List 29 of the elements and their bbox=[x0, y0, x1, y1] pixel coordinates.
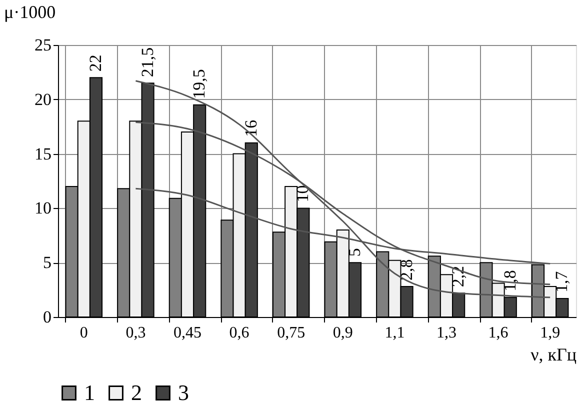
data-label: 19,5 bbox=[190, 69, 209, 99]
y-tick-label: 15 bbox=[34, 144, 52, 164]
x-tick-label: 0,9 bbox=[332, 324, 353, 342]
legend-label: 1 bbox=[84, 380, 95, 405]
y-tick-label: 20 bbox=[34, 90, 52, 109]
legend-label: 2 bbox=[131, 380, 142, 405]
data-label: 2,8 bbox=[396, 259, 416, 281]
x-tick-label: 1,3 bbox=[436, 324, 456, 342]
y-axis-title: μ·1000 bbox=[4, 2, 56, 22]
data-label: 22 bbox=[86, 54, 105, 72]
legend-label: 3 bbox=[178, 380, 189, 405]
data-label: 21,5 bbox=[138, 47, 157, 78]
y-tick-label: 5 bbox=[43, 253, 52, 272]
x-tick-label: 0,3 bbox=[126, 324, 146, 342]
y-tick-label: 10 bbox=[34, 198, 52, 218]
y-tick-label: 0 bbox=[43, 308, 52, 326]
y-tick-label: 25 bbox=[34, 36, 52, 54]
x-tick-label: 0,75 bbox=[277, 324, 306, 342]
data-label: 1,8 bbox=[500, 270, 520, 292]
x-tick-label: 0,45 bbox=[174, 324, 202, 342]
x-tick-label: 0 bbox=[80, 324, 88, 342]
x-tick-label: 1,1 bbox=[384, 324, 405, 342]
x-tick-label: 1,6 bbox=[488, 324, 508, 342]
x-tick-label: 0,6 bbox=[229, 324, 250, 342]
data-label: 5 bbox=[344, 248, 364, 257]
data-label: 1,7 bbox=[552, 270, 572, 293]
x-axis-title: ν, кГц bbox=[530, 344, 577, 364]
x-tick-label: 1,9 bbox=[540, 324, 560, 342]
data-label: 16 bbox=[241, 120, 260, 137]
